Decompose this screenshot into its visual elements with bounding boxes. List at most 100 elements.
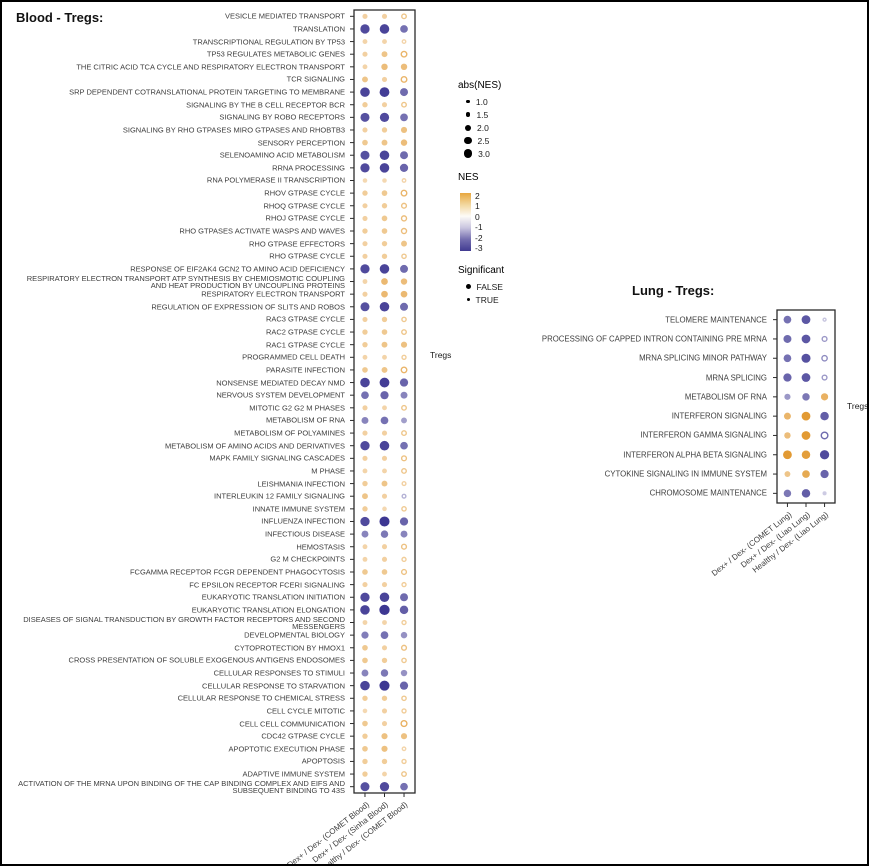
nes-dot: [802, 393, 810, 401]
nes-dot: [381, 556, 388, 562]
nes-dot: [362, 13, 368, 19]
nes-dot: [401, 430, 407, 437]
x-axis-label: Dex+ / Dex- (COMET Blood): [285, 800, 371, 866]
nes-dot: [783, 450, 792, 460]
facet-strip-label: Tregs: [430, 350, 452, 360]
legend-size-item: 1.0: [458, 95, 578, 108]
nes-dot: [400, 75, 408, 83]
pathway-label: INTERFERON GAMMA SIGNALING: [640, 430, 768, 440]
nes-dot: [362, 620, 368, 625]
nes-dot: [381, 582, 388, 588]
pathway-label: CELLULAR RESPONSE TO CHEMICAL STRESS: [177, 693, 345, 703]
nes-dot: [381, 733, 388, 740]
nes-dot: [382, 468, 387, 474]
nes-dot: [400, 302, 409, 311]
nes-dot: [362, 720, 368, 727]
pathway-label: RHOV GTPASE CYCLE: [264, 188, 345, 198]
nes-dot: [362, 341, 368, 348]
nes-dot: [362, 468, 368, 474]
legend-size-item: 1.5: [458, 108, 578, 121]
nes-dot: [401, 695, 407, 702]
nes-dot: [379, 24, 390, 34]
nes-dot: [380, 669, 389, 677]
nes-dot: [784, 393, 791, 400]
nes-dot: [400, 366, 408, 374]
nes-dot: [362, 480, 368, 487]
nes-dot: [362, 291, 368, 297]
nes-dot: [400, 644, 408, 651]
pathway-label: CROSS PRESENTATION OF SOLUBLE EXOGENOUS …: [68, 655, 345, 665]
pathway-label: INTERLEUKIN 12 FAMILY SIGNALING: [213, 491, 345, 501]
nes-dot: [819, 450, 830, 460]
pathway-label: INNATE IMMUNE SYSTEM: [252, 504, 345, 514]
nes-colorbar-tick-label: -2: [475, 232, 483, 243]
nes-dot: [401, 581, 407, 588]
nes-dot: [362, 190, 368, 196]
nes-dot: [362, 241, 368, 247]
pathway-label: INFLUENZA INFECTION: [261, 516, 345, 526]
nes-dot: [400, 669, 408, 677]
pathway-label: PARASITE INFECTION: [265, 365, 345, 375]
nes-dot: [401, 13, 407, 20]
nes-dot: [784, 471, 791, 477]
nes-dot: [821, 335, 828, 343]
nes-dot: [381, 569, 388, 575]
pathway-label: INTERFERON SIGNALING: [671, 411, 767, 421]
nes-dot: [381, 253, 388, 259]
nes-dot: [381, 758, 388, 765]
nes-dot: [381, 13, 388, 19]
pathway-label: CYTOKINE SIGNALING IN IMMUNE SYSTEM: [604, 469, 767, 479]
nes-dot: [401, 417, 407, 424]
legend-significant-item: FALSE: [458, 280, 578, 293]
nes-dot: [362, 771, 368, 777]
nes-dot: [362, 506, 368, 512]
nes-colorbar-tick-label: 2: [475, 191, 480, 201]
nes-dot: [399, 681, 409, 690]
nes-dot: [380, 391, 389, 400]
nes-dot: [379, 302, 390, 312]
size-legend-dot-icon: [465, 112, 471, 117]
nes-dot: [381, 720, 388, 727]
nes-dot: [379, 377, 390, 388]
nes-dot: [382, 354, 387, 360]
nes-dot: [401, 316, 407, 323]
pathway-label: CELL CELL COMMUNICATION: [239, 719, 345, 729]
nes-dot: [401, 481, 407, 487]
nes-dot: [400, 215, 408, 222]
pathway-label: FC EPSILON RECEPTOR FCERI SIGNALING: [189, 580, 345, 590]
nes-dot: [400, 63, 408, 71]
nes-dot: [382, 39, 387, 45]
nes-dot: [381, 203, 388, 209]
size-legend-dot-icon: [466, 99, 470, 104]
pathway-label: SRP DEPENDENT COTRANSLATIONAL PROTEIN TA…: [69, 87, 345, 97]
nes-dot: [400, 455, 408, 462]
nes-dot: [381, 51, 388, 58]
pathway-label: RESPIRATORY ELECTRON TRANSPORT: [201, 289, 345, 299]
pathway-label: SIGNALING BY ROBO RECEPTORS: [219, 112, 345, 122]
nes-dot: [400, 50, 408, 58]
nes-dot: [400, 719, 408, 728]
nes-colorbar-tick-label: -1: [475, 222, 483, 233]
nes-dot: [360, 592, 370, 602]
nes-dot: [362, 544, 368, 550]
nes-dot: [401, 101, 407, 108]
nes-dot: [381, 480, 388, 487]
nes-dot: [801, 334, 811, 344]
pathway-label: RESPIRATORY ELECTRON TRANSPORT ATP SYNTH…: [26, 273, 345, 290]
nes-dot: [361, 669, 369, 677]
nes-dot: [400, 202, 408, 209]
nes-dot: [822, 317, 827, 322]
significant-legend-label: TRUE: [475, 294, 499, 305]
nes-dot: [401, 771, 407, 778]
nes-dot: [401, 329, 407, 335]
nes-dot: [399, 517, 409, 526]
legend-nes-title: NES: [458, 172, 479, 183]
legend-nes-colorbar-wrap: 2 1 0 -1 -2 -3: [460, 191, 578, 253]
pathway-label: METABOLISM OF AMINO ACIDS AND DERIVATIVE…: [164, 441, 345, 451]
nes-dot: [401, 404, 407, 411]
nes-dot: [400, 568, 408, 576]
nes-dot: [400, 88, 409, 97]
pathway-label: RHO GTPASES ACTIVATE WASPS AND WAVES: [179, 226, 345, 236]
nes-dot: [381, 63, 388, 71]
